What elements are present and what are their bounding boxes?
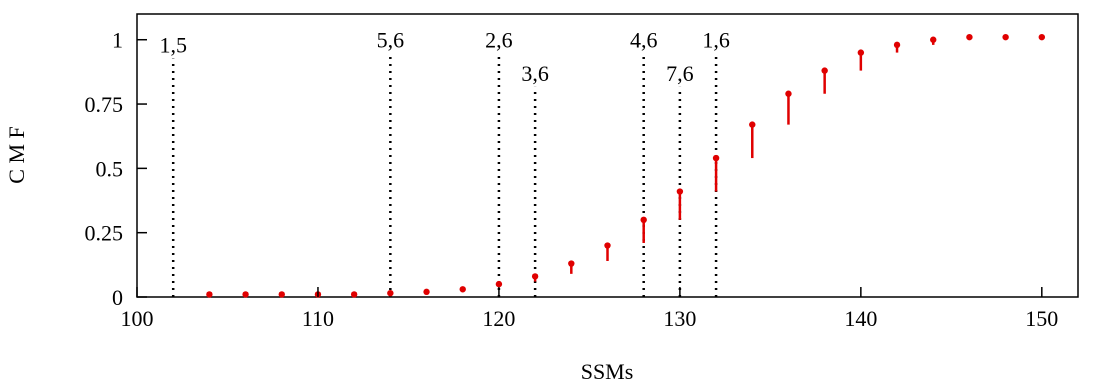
- data-point: [749, 121, 756, 128]
- x-tick-label: 140: [844, 306, 877, 331]
- marker-label: 7,6: [666, 61, 694, 86]
- x-tick-label: 120: [482, 306, 515, 331]
- data-series: [206, 33, 1046, 298]
- x-tick-label: 110: [302, 306, 334, 331]
- data-point: [857, 49, 865, 56]
- data-point: [206, 291, 213, 298]
- data-point: [893, 41, 901, 49]
- x-tick-label: 150: [1025, 306, 1058, 331]
- data-point: [640, 216, 647, 224]
- plot-frame: [136, 13, 1079, 298]
- x-tick-label: 130: [663, 306, 696, 331]
- data-point: [531, 273, 539, 280]
- x-tick-label: 100: [121, 306, 154, 331]
- marker-label: 1,6: [702, 27, 730, 52]
- y-tick-label: 0: [112, 285, 123, 310]
- y-tick-label: 0.25: [85, 221, 124, 246]
- y-axis-title: C M F: [4, 126, 29, 183]
- x-axis-title: SSMs: [581, 359, 634, 383]
- data-point: [712, 154, 720, 162]
- data-point: [676, 188, 684, 195]
- marker-label: 5,6: [377, 27, 405, 52]
- data-point: [350, 291, 358, 298]
- marker-label: 4,6: [630, 27, 658, 52]
- data-point: [1002, 33, 1009, 41]
- y-tick-label: 0.75: [85, 92, 124, 117]
- marker-label: 1,5: [159, 33, 187, 58]
- vertical-markers: 1,5 5,6 2,6 3,6 4,6 7,6 1,6: [159, 27, 730, 297]
- data-point: [423, 288, 430, 296]
- marker-label: 3,6: [521, 61, 549, 86]
- data-point: [459, 286, 466, 293]
- data-point: [568, 260, 575, 267]
- y-axis: 0 0.25 0.5 0.75 1: [85, 28, 147, 310]
- marker-label: 2,6: [485, 27, 513, 52]
- data-point: [821, 67, 828, 74]
- data-point: [278, 291, 285, 298]
- y-tick-label: 0.5: [96, 156, 124, 181]
- x-axis: 100 110 120 130 140 150: [121, 287, 1058, 331]
- data-point: [1038, 33, 1046, 41]
- data-point: [604, 242, 611, 249]
- data-point: [785, 90, 792, 97]
- data-point: [966, 33, 973, 41]
- data-point: [242, 291, 249, 298]
- data-point: [495, 280, 503, 288]
- data-point: [387, 289, 394, 297]
- y-tick-label: 1: [112, 28, 123, 53]
- data-point: [930, 36, 937, 43]
